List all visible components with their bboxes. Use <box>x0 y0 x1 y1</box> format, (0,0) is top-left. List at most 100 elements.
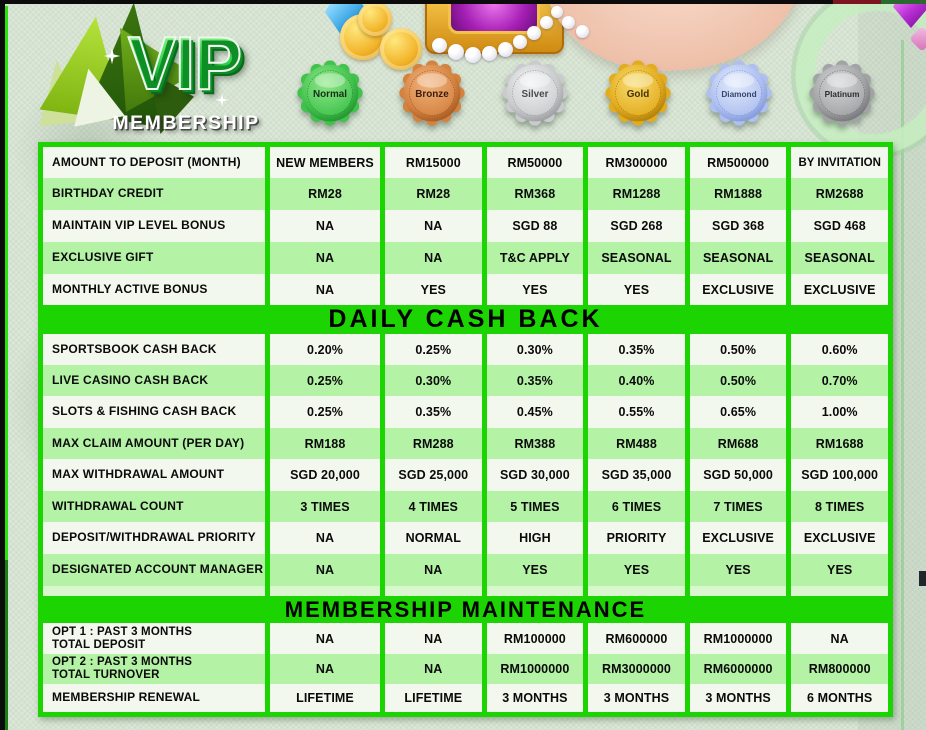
cell-value: 0.55% <box>588 396 685 428</box>
cell-value: LIFETIME <box>270 684 380 712</box>
cell-value: SGD 50,000 <box>689 459 787 491</box>
tier-badge-label: Bronze <box>415 89 449 100</box>
cell-value: YES <box>486 274 584 305</box>
cell-value: NORMAL <box>385 522 482 554</box>
pearl-icon <box>562 16 575 29</box>
cell-value: SGD 20,000 <box>270 459 380 491</box>
right-edge-marker[interactable] <box>919 571 926 586</box>
vip-table: AMOUNT TO DEPOSIT (MONTH) NEW MEMBERS RM15… <box>38 142 893 717</box>
cell-value: RM288 <box>385 428 482 459</box>
cell-value: NA <box>270 274 380 305</box>
vip-title: VIP <box>127 22 243 106</box>
table-row: OPT 2 : PAST 3 MONTHS TOTAL TURNOVER NA NA… <box>43 654 888 684</box>
cell-value: SGD 25,000 <box>385 459 482 491</box>
row-label: SLOTS & FISHING CASH BACK <box>43 396 265 428</box>
row-label: DEPOSIT/WITHDRAWAL PRIORITY <box>43 522 265 554</box>
cell-value: SEASONAL <box>689 242 787 274</box>
left-edge-green-line <box>5 6 8 560</box>
top-edge-strip-green <box>881 0 926 4</box>
table-row: MAX WITHDRAWAL AMOUNT SGD 20,000 SGD 25,00… <box>43 459 888 491</box>
row-label: MEMBERSHIP RENEWAL <box>43 684 265 712</box>
cell-value: RM688 <box>689 428 787 459</box>
table-row: EXCLUSIVE GIFT NA NA T&C APPLY SEASONAL SEASO… <box>43 242 888 274</box>
cell-value: 0.30% <box>486 334 584 365</box>
cell-value: 0.30% <box>385 365 482 396</box>
left-edge-strip <box>0 0 5 730</box>
tier-badge-normal: Normal <box>297 60 363 126</box>
cell-value: RM368 <box>486 178 584 210</box>
cell-value: 3 TIMES <box>270 491 380 522</box>
cell-value: 0.25% <box>270 365 380 396</box>
pearl-icon <box>527 26 541 40</box>
cell-value: RM388 <box>486 428 584 459</box>
row-label: LIVE CASINO CASH BACK <box>43 365 265 396</box>
cell-value: 0.35% <box>588 334 685 365</box>
cell-value: PRIORITY <box>588 522 685 554</box>
pearl-icon <box>576 25 589 38</box>
cell-value: YES <box>588 554 685 586</box>
cell-value: HIGH <box>486 522 584 554</box>
cell-value: RM28 <box>270 178 380 210</box>
pearl-icon <box>498 42 513 57</box>
cell-value: 6 TIMES <box>588 491 685 522</box>
cell-value: RM1288 <box>588 178 685 210</box>
row-label: DESIGNATED ACCOUNT MANAGER <box>43 554 265 586</box>
left-edge-green-line-dark <box>5 560 8 730</box>
cell-value: 3 MONTHS <box>486 684 584 712</box>
cell-value: NA <box>270 623 380 654</box>
cell-value: SGD 368 <box>689 210 787 242</box>
tier-badge-bronze: Bronze <box>399 60 465 126</box>
cell-value: 0.45% <box>486 396 584 428</box>
tier-badge-label: Diamond <box>721 90 756 99</box>
cell-value: RM1888 <box>689 178 787 210</box>
pearl-icon <box>540 16 553 29</box>
tier-badge-label: Normal <box>313 89 347 100</box>
cell-value: NA <box>385 623 482 654</box>
cell-value: RM1688 <box>791 428 888 459</box>
tier-badge-silver: Silver <box>502 60 568 126</box>
cell-value: RM6000000 <box>689 654 787 684</box>
vip-logo: VIP MEMBERSHIP <box>28 2 283 147</box>
top-edge-strip <box>0 0 833 4</box>
cell-value: NA <box>791 623 888 654</box>
cell-value: 0.25% <box>270 396 380 428</box>
row-label: OPT 1 : PAST 3 MONTHS TOTAL DEPOSIT <box>43 623 265 654</box>
cell-value: 7 TIMES <box>689 491 787 522</box>
cell-value: T&C APPLY <box>486 242 584 274</box>
spacer-cell <box>270 586 380 596</box>
cell-value: 1.00% <box>791 396 888 428</box>
row-label: AMOUNT TO DEPOSIT (MONTH) <box>43 147 265 178</box>
tier-badge-platinum: Platinum <box>809 60 875 126</box>
cell-value: YES <box>486 554 584 586</box>
cell-value: RM300000 <box>588 147 685 178</box>
cell-value: 0.20% <box>270 334 380 365</box>
cell-value: NA <box>270 554 380 586</box>
table-row: MAINTAIN VIP LEVEL BONUS NA NA SGD 88 SGD 26… <box>43 210 888 242</box>
row-label: EXCLUSIVE GIFT <box>43 242 265 274</box>
table-row: BIRTHDAY CREDIT RM28 RM28 RM368 RM1288 RM1888… <box>43 178 888 210</box>
cell-value: SGD 100,000 <box>791 459 888 491</box>
table-spacer-row <box>43 586 888 596</box>
row-label: SPORTSBOOK CASH BACK <box>43 334 265 365</box>
cell-value: 3 MONTHS <box>689 684 787 712</box>
cell-value: YES <box>385 274 482 305</box>
cell-value: 3 MONTHS <box>588 684 685 712</box>
cell-value: EXCLUSIVE <box>791 274 888 305</box>
cell-value: YES <box>791 554 888 586</box>
table-row: AMOUNT TO DEPOSIT (MONTH) NEW MEMBERS RM15… <box>43 147 888 178</box>
row-label: OPT 2 : PAST 3 MONTHS TOTAL TURNOVER <box>43 654 265 684</box>
top-edge-strip-red <box>833 0 881 4</box>
pearl-icon <box>465 47 481 63</box>
cell-value: RM800000 <box>791 654 888 684</box>
cell-value: 0.70% <box>791 365 888 396</box>
cell-value: NA <box>270 654 380 684</box>
cell-value: NA <box>385 554 482 586</box>
cell-value: EXCLUSIVE <box>689 274 787 305</box>
spacer-cell <box>43 586 265 596</box>
cell-value: RM488 <box>588 428 685 459</box>
spacer-cell <box>385 586 482 596</box>
row-label: MAX WITHDRAWAL AMOUNT <box>43 459 265 491</box>
cell-value: RM600000 <box>588 623 685 654</box>
cell-value: RM1000000 <box>486 654 584 684</box>
cell-value: EXCLUSIVE <box>791 522 888 554</box>
